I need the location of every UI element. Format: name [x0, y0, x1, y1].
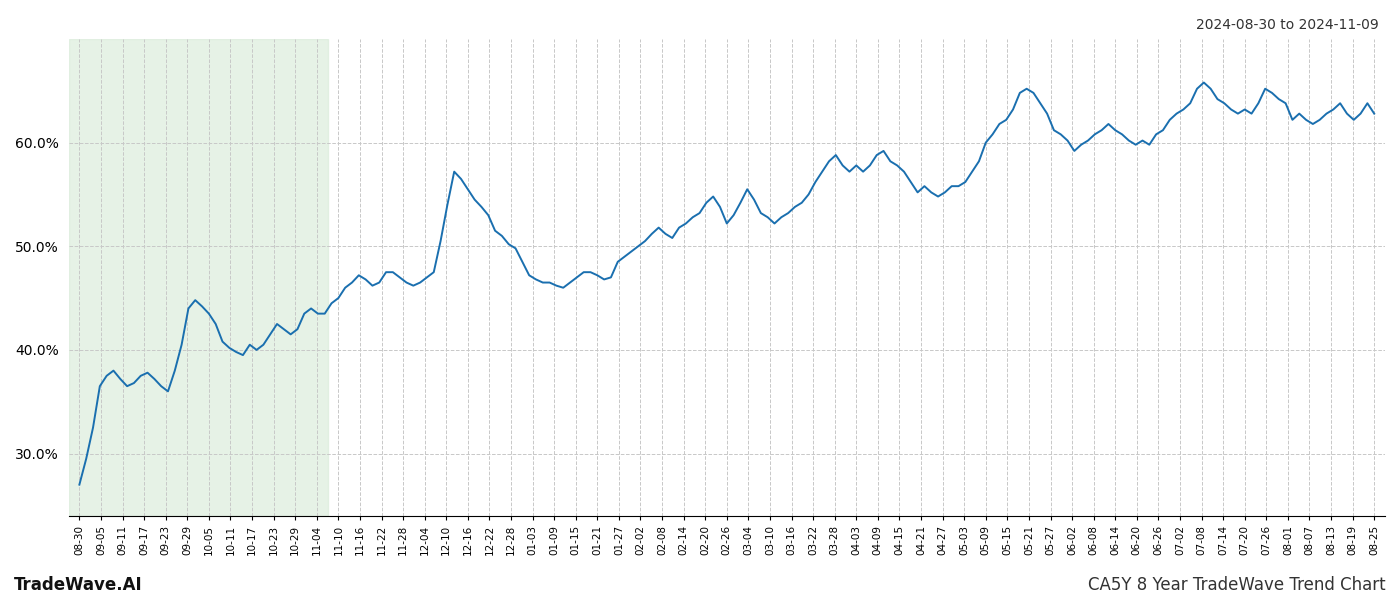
Text: CA5Y 8 Year TradeWave Trend Chart: CA5Y 8 Year TradeWave Trend Chart: [1088, 576, 1386, 594]
Text: 2024-08-30 to 2024-11-09: 2024-08-30 to 2024-11-09: [1196, 18, 1379, 32]
Bar: [69, 39, 328, 516]
Text: TradeWave.AI: TradeWave.AI: [14, 576, 143, 594]
